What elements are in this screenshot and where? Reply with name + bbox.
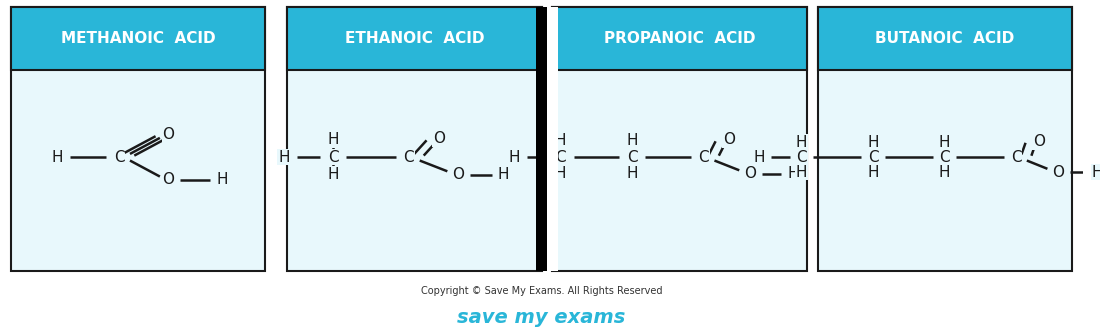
Text: O: O bbox=[1053, 165, 1065, 180]
Text: C: C bbox=[698, 150, 708, 165]
Polygon shape bbox=[536, 7, 552, 271]
Text: C: C bbox=[627, 150, 637, 165]
Text: H: H bbox=[626, 133, 638, 148]
Text: H: H bbox=[626, 166, 638, 181]
FancyBboxPatch shape bbox=[11, 7, 265, 70]
FancyBboxPatch shape bbox=[11, 7, 265, 271]
Text: H: H bbox=[938, 135, 950, 150]
Text: ETHANOIC  ACID: ETHANOIC ACID bbox=[344, 30, 484, 46]
Text: H: H bbox=[867, 165, 879, 180]
Text: H: H bbox=[328, 132, 339, 147]
Text: C: C bbox=[1011, 150, 1021, 165]
Text: Copyright © Save My Exams. All Rights Reserved: Copyright © Save My Exams. All Rights Re… bbox=[421, 286, 662, 296]
Text: METHANOIC  ACID: METHANOIC ACID bbox=[60, 30, 216, 46]
Text: BUTANOIC  ACID: BUTANOIC ACID bbox=[876, 30, 1014, 46]
FancyBboxPatch shape bbox=[552, 7, 807, 271]
Text: H: H bbox=[788, 166, 799, 181]
Text: H: H bbox=[795, 165, 807, 180]
Text: H: H bbox=[867, 135, 879, 150]
Text: O: O bbox=[163, 172, 175, 187]
Text: C: C bbox=[796, 150, 807, 165]
Text: H: H bbox=[52, 150, 63, 165]
Text: H: H bbox=[278, 150, 289, 165]
FancyBboxPatch shape bbox=[817, 7, 1072, 271]
Text: H: H bbox=[498, 167, 509, 182]
Text: H: H bbox=[554, 166, 566, 181]
FancyBboxPatch shape bbox=[287, 7, 541, 271]
Text: C: C bbox=[556, 150, 566, 165]
Polygon shape bbox=[547, 7, 558, 271]
FancyBboxPatch shape bbox=[817, 7, 1072, 70]
Text: H: H bbox=[508, 150, 520, 165]
Text: save my exams: save my exams bbox=[458, 308, 626, 327]
FancyBboxPatch shape bbox=[287, 7, 541, 70]
Text: PROPANOIC  ACID: PROPANOIC ACID bbox=[604, 30, 756, 46]
Text: H: H bbox=[554, 133, 566, 148]
Text: C: C bbox=[939, 150, 949, 165]
Text: H: H bbox=[795, 135, 807, 150]
Text: O: O bbox=[452, 167, 464, 182]
Text: C: C bbox=[404, 150, 415, 165]
Text: C: C bbox=[328, 150, 339, 165]
Text: H: H bbox=[328, 167, 339, 182]
Text: O: O bbox=[744, 166, 756, 181]
Text: C: C bbox=[868, 150, 878, 165]
Text: H: H bbox=[217, 172, 228, 187]
Text: O: O bbox=[1033, 134, 1045, 149]
FancyBboxPatch shape bbox=[552, 7, 807, 70]
Text: O: O bbox=[433, 131, 446, 146]
Text: H: H bbox=[1091, 165, 1100, 180]
Text: O: O bbox=[723, 132, 735, 147]
Text: H: H bbox=[938, 165, 950, 180]
Text: H: H bbox=[754, 150, 766, 165]
Text: C: C bbox=[113, 150, 124, 165]
Text: O: O bbox=[163, 127, 175, 142]
